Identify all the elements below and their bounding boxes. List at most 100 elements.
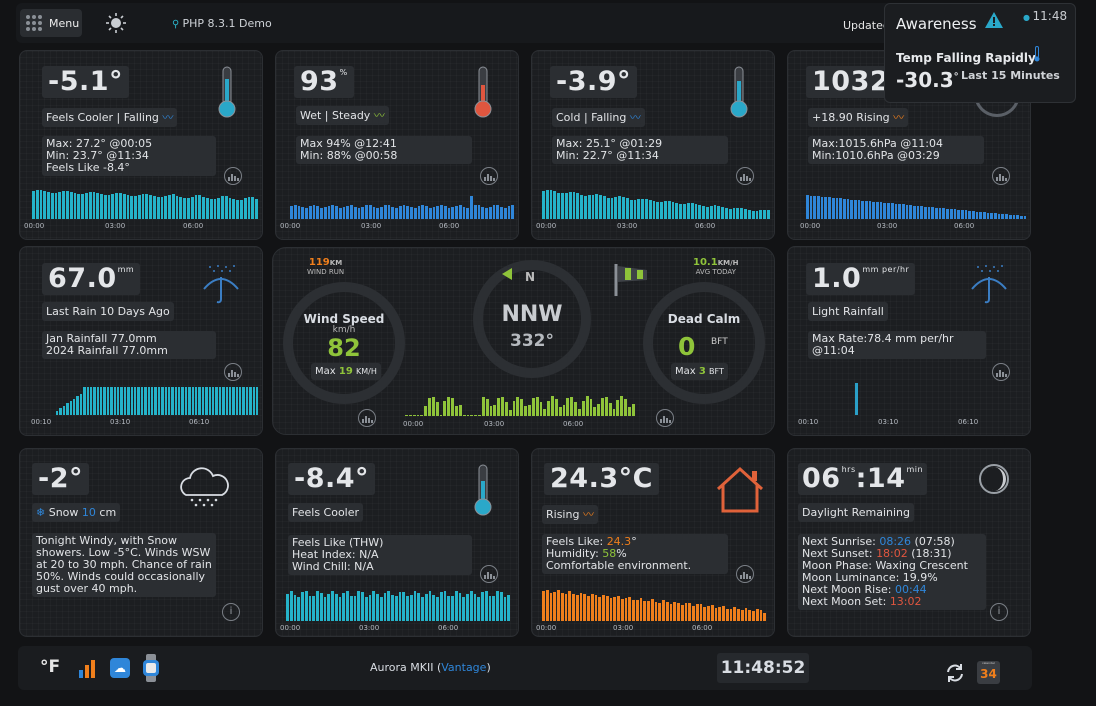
chart-bar [990,212,994,219]
menu-button[interactable]: Menu [20,9,82,37]
chart-bar [77,194,81,219]
chart-bar [707,605,710,621]
axis-label: 06:00 [183,222,204,230]
chart-bar [755,609,759,621]
feels-unit: ° [631,535,637,548]
wind-avg-unit: KM/H [717,259,739,267]
chart-bar [499,592,503,621]
chart-bar [752,611,755,621]
chart-toggle-icon[interactable] [736,167,754,185]
chart-bar [809,195,813,219]
axis-label: 00:00 [280,222,301,230]
chart-toggle-icon[interactable] [480,167,498,185]
chart-bar [644,198,648,219]
calendar-icon[interactable]: calendar 34 [977,661,1000,684]
chart-bar [443,591,447,621]
chart-bar [686,203,690,219]
max-label: Max [315,366,336,377]
chart-bar [484,591,488,621]
chart-toggle-icon[interactable] [224,363,242,381]
thermometer-icon [474,464,492,516]
wind-run-unit: KM [329,259,343,267]
chart-bar [643,600,646,621]
temperature-value: -5.1° [42,66,130,98]
chart-bar [629,199,633,219]
sunset-label: Next Sunset: [802,547,877,560]
dewpoint-trend-label: Cold | Falling [556,111,627,124]
chart-bar [602,595,605,621]
chart-bar [187,197,190,219]
chart-bar [820,196,824,219]
beaufort-title: Dead Calm [667,312,741,326]
axis-label: 03:10 [110,418,131,426]
chart-bar [432,207,436,219]
watch-icon[interactable] [143,654,159,682]
chart-bar [564,593,568,621]
year-rainfall: 2024 Rainfall 77.0mm [46,344,168,357]
chart-bar [353,596,357,621]
chart-bar [562,404,566,416]
info-icon[interactable]: i [990,603,1008,621]
chart-bar [164,195,168,219]
compass-pointer-icon [502,268,512,280]
info-icon[interactable]: i [222,603,240,621]
chart-bar [239,199,243,219]
chart-bar [447,207,451,219]
chart-toggle-icon[interactable] [480,565,498,583]
chart-bar [625,198,629,219]
moon-phase: Moon Phase: Waxing Crescent [802,559,968,572]
php-version[interactable]: ⚲ PHP 8.3.1 Demo [172,17,272,30]
chart-bar [806,195,809,219]
alert-unit: ° [953,71,959,83]
unit-toggle-button[interactable]: °F [40,657,60,677]
bar-chart-icon[interactable] [78,658,96,678]
awareness-popup[interactable]: Awareness ● 11:48 Temp Falling Rapidly -… [884,3,1076,103]
rainrate-number: 1.0 [812,263,862,294]
php-label: PHP 8.3.1 Demo [182,17,272,30]
chart-bar [215,386,218,415]
chart-bar [585,396,589,416]
refresh-icon[interactable] [945,663,965,683]
chart-bar [488,206,492,219]
rain-number: 67.0 [48,263,117,294]
house-humidity: Humidity: 58% [546,548,724,560]
chart-bar [861,200,864,219]
dewpoint-trend-tag: Cold | Falling 〰 [552,108,645,127]
max-value: 19 [338,366,353,377]
chart-bar [225,386,228,415]
chart-bar [481,592,484,621]
chart-bar [887,203,890,219]
chart-toggle-icon[interactable] [224,167,242,185]
dewpoint-stats: Max: 25.1° @01:29 Min: 22.7° @11:34 [552,136,728,164]
chart-bar [608,402,612,416]
temperature-trend-tag: Feels Cooler | Falling 〰 [42,108,178,127]
chart-bar [305,207,308,219]
chart-bar [853,199,857,219]
trend-down-icon: 〰 [629,111,641,124]
chart-bar [184,386,188,415]
chart-bar [665,602,669,621]
chart-bar [256,386,259,415]
weather-app-icon[interactable]: ☁ [110,658,130,678]
alert-value: -30.3° [896,68,959,92]
chart-toggle-icon[interactable] [992,363,1010,381]
humidity-max: Max 94% @12:41 [300,137,397,150]
chart-toggle-icon[interactable] [656,409,674,427]
rainrate-tag: Light Rainfall [808,302,888,321]
axis-label: 00:00 [280,624,301,632]
daylight-remaining-value: 06hrs:14min [798,463,928,495]
chart-bar [436,596,439,621]
chart-toggle-icon[interactable] [358,409,376,427]
chart-bar [175,195,179,219]
sunrise-extra: (07:58) [911,535,955,548]
chart-toggle-icon[interactable] [736,565,754,583]
rainrate-stats: Max Rate:78.4 mm per/hr @11:04 [808,331,986,359]
chart-bar [558,406,562,416]
chart-toggle-icon[interactable] [992,167,1010,185]
chart-bar [157,386,161,415]
station-link[interactable]: Vantage [441,661,487,674]
forecast-line: showers. Low -5°C. Winds WSW [36,546,211,559]
chart-bar [580,194,583,219]
sun-icon[interactable] [105,12,127,34]
chart-bar [500,207,503,219]
